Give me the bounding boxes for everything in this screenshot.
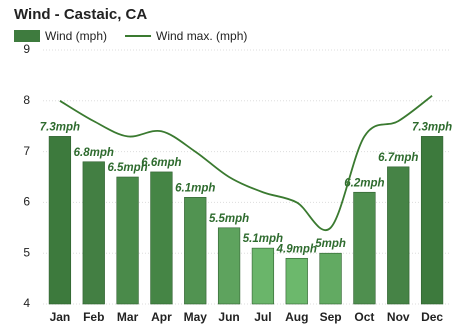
x-tick-label: Jul	[254, 310, 271, 324]
value-label: 4.9mph	[276, 243, 317, 255]
y-tick-label: 6	[23, 195, 30, 209]
x-tick-label: Dec	[421, 310, 443, 324]
value-label: 6.8mph	[74, 147, 114, 159]
x-tick-label: Nov	[387, 310, 410, 324]
value-label: 6.1mph	[175, 182, 215, 194]
bar	[420, 136, 444, 305]
value-label: 6.2mph	[344, 177, 384, 189]
bar	[319, 252, 342, 305]
chart-title: Wind - Castaic, CA	[14, 6, 147, 23]
y-tick-label: 4	[23, 296, 30, 310]
x-tick-label: Sep	[320, 310, 342, 324]
bar	[48, 136, 72, 305]
y-tick-label: 9	[23, 42, 30, 56]
x-tick-label: Oct	[354, 310, 374, 324]
x-tick-label: Aug	[285, 310, 308, 324]
y-tick-label: 5	[23, 245, 30, 259]
x-tick-label: Mar	[117, 310, 139, 324]
bar	[387, 166, 410, 305]
x-tick-label: Jan	[50, 310, 71, 324]
bar	[217, 227, 241, 305]
x-tick-label: May	[184, 310, 208, 324]
value-label: 7.3mph	[40, 121, 80, 133]
value-label: 5mph	[315, 238, 346, 250]
x-tick-label: Jun	[218, 310, 239, 324]
value-label: 6.5mph	[107, 162, 147, 174]
value-label: 6.6mph	[141, 157, 181, 169]
value-label: 5.1mph	[243, 233, 283, 245]
y-tick-label: 7	[23, 144, 30, 158]
line	[59, 95, 433, 232]
value-label: 5.5mph	[209, 213, 249, 225]
bar	[116, 176, 139, 305]
x-tick-label: Feb	[83, 310, 104, 324]
value-label: 7.3mph	[412, 121, 452, 133]
bar	[285, 257, 308, 305]
bar	[353, 191, 376, 305]
bar	[184, 197, 207, 305]
x-tick-label: Apr	[151, 310, 172, 324]
legend-swatch	[14, 30, 40, 42]
legend-label: Wind max. (mph)	[156, 29, 247, 43]
bar	[251, 247, 275, 305]
legend-label: Wind (mph)	[45, 29, 107, 43]
bar	[150, 171, 173, 305]
bar	[82, 161, 105, 305]
value-label: 6.7mph	[378, 152, 418, 164]
y-tick-label: 8	[23, 93, 30, 107]
